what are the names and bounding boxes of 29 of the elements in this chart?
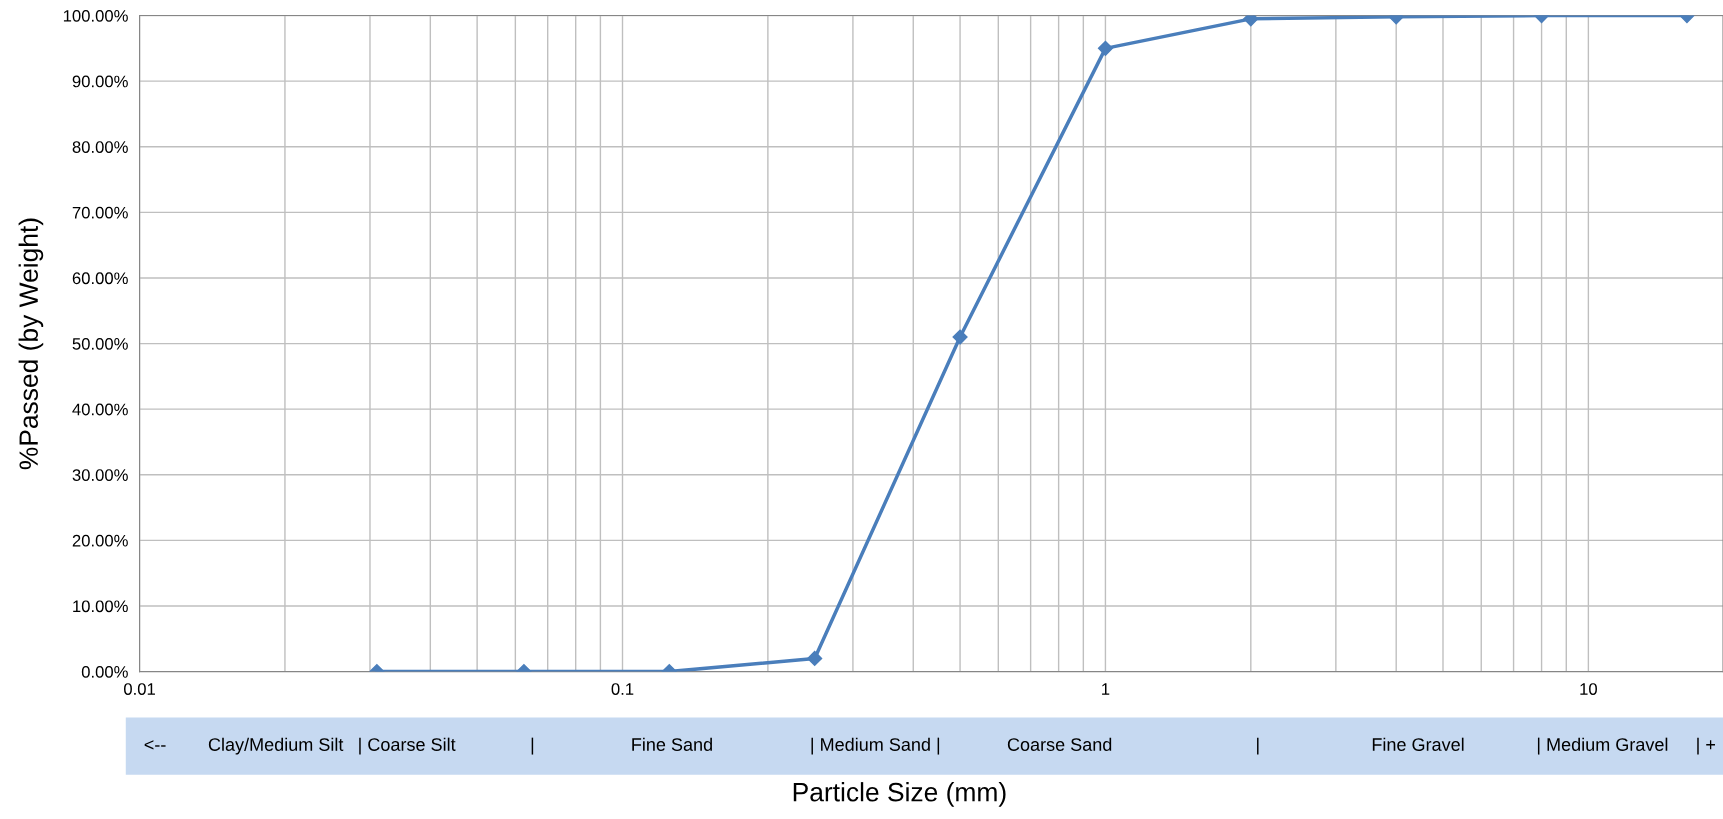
text: Fine Gravel xyxy=(1372,737,1464,751)
x-tick-label: 10 xyxy=(1580,683,1597,695)
x-tick-label: 0.01 xyxy=(124,683,155,695)
text: | xyxy=(1257,737,1259,755)
y-tick-label: 100.00% xyxy=(63,9,128,22)
y-axis-title: %Passed (by Weight) xyxy=(18,218,44,470)
y-tick-label: 40.00% xyxy=(72,403,128,416)
y-tick-label: 20.00% xyxy=(72,534,128,547)
y-tick-label: 90.00% xyxy=(72,75,128,88)
y-tick-label: 60.00% xyxy=(72,272,128,285)
text: Fine Sand xyxy=(632,737,712,751)
x-tick-label: 0.1 xyxy=(611,683,634,695)
point xyxy=(952,329,968,345)
x-axis-title: Particle Size (mm) xyxy=(793,782,1006,807)
text: <-- xyxy=(144,740,166,750)
text: | + xyxy=(1697,737,1715,755)
text: | Coarse Silt xyxy=(359,737,456,755)
y-tick-label: 30.00% xyxy=(72,469,128,481)
y-tick-label: 70.00% xyxy=(72,206,128,219)
y-tick-label: 10.00% xyxy=(73,600,128,613)
y-tick-label: 0.00% xyxy=(81,665,128,678)
text: | xyxy=(531,737,534,755)
text: Coarse Sand xyxy=(1007,737,1112,751)
x-tick-label: 1 xyxy=(1102,683,1110,695)
y-tick-label: 50.00% xyxy=(72,337,128,350)
text: | Medium Gravel xyxy=(1537,737,1668,755)
y-tick-label: 80.00% xyxy=(72,141,128,153)
text: Clay/Medium Silt xyxy=(208,737,344,755)
text: | Medium Sand | xyxy=(811,737,940,755)
